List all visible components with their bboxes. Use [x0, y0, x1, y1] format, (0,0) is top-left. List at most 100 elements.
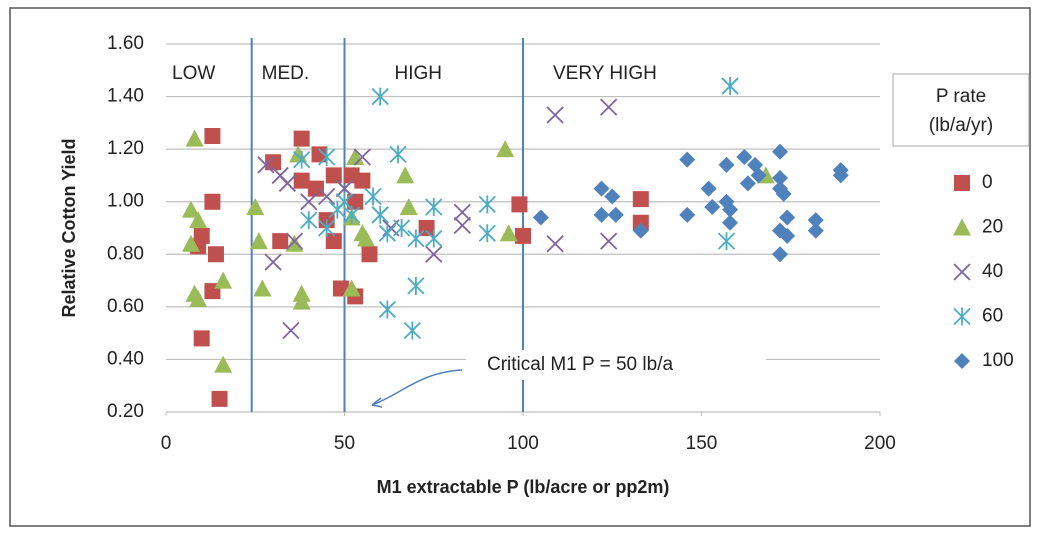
- x-axis-title: M1 extractable P (lb/acre or pp2m): [377, 477, 670, 497]
- annotation-arrow: [371, 369, 463, 406]
- data-point: [604, 188, 621, 205]
- data-point: [453, 203, 471, 221]
- annotation: Critical M1 P = 50 lb/a: [487, 354, 673, 375]
- data-point: [185, 129, 204, 147]
- data-point: [253, 279, 272, 297]
- data-point: [246, 197, 265, 215]
- data-point: [249, 232, 268, 250]
- data-point: [425, 197, 443, 216]
- data-point: [679, 206, 696, 223]
- data-point: [546, 106, 564, 124]
- y-tick-label: 1.20: [107, 138, 144, 159]
- x-tick-label: 50: [334, 433, 355, 454]
- chart-frame: [9, 7, 1031, 527]
- data-point: [739, 175, 756, 192]
- y-axis-title: Relative Cotton Yield: [59, 138, 79, 317]
- data-point: [593, 206, 610, 223]
- data-point: [325, 167, 342, 184]
- data-point: [328, 200, 346, 219]
- data-point: [378, 300, 396, 319]
- data-point: [399, 197, 418, 215]
- legend-title: (lb/a/yr): [929, 115, 993, 136]
- data-point: [353, 148, 371, 166]
- data-point: [181, 234, 200, 252]
- data-point: [311, 146, 328, 163]
- data-point: [403, 321, 421, 340]
- y-tick-label: 0.40: [107, 348, 144, 369]
- data-point: [700, 180, 717, 197]
- data-point: [211, 390, 228, 407]
- data-point: [478, 195, 496, 214]
- data-point: [325, 233, 342, 250]
- data-point: [204, 193, 221, 210]
- data-point: [832, 167, 849, 184]
- data-point: [425, 229, 443, 248]
- data-point: [278, 174, 297, 192]
- data-point: [300, 193, 318, 211]
- y-tick-label: 1.00: [107, 191, 144, 212]
- data-point: [496, 140, 515, 158]
- data-point: [407, 276, 425, 295]
- annotation-bg: [466, 350, 766, 380]
- data-point: [272, 233, 289, 250]
- annotation-arrowhead: [371, 397, 383, 408]
- data-point: [718, 156, 735, 173]
- data-point: [318, 148, 336, 167]
- y-tick-label: 1.40: [107, 86, 144, 107]
- legend-label: 40: [982, 261, 1003, 282]
- data-point: [679, 151, 696, 168]
- data-point: [532, 209, 549, 226]
- legend-label: 60: [982, 306, 1003, 327]
- data-point: [361, 246, 378, 263]
- legend-label: 0: [982, 172, 993, 193]
- data-point: [407, 229, 425, 248]
- legend-marker: [953, 307, 971, 326]
- data-point: [722, 214, 739, 231]
- x-tick-label: 0: [161, 433, 172, 454]
- zone-label: HIGH: [395, 63, 443, 84]
- data-point: [607, 206, 624, 223]
- data-point: [499, 224, 518, 242]
- data-point: [511, 196, 528, 213]
- data-point: [318, 187, 336, 206]
- y-tick-label: 1.60: [107, 33, 144, 54]
- x-tick-label: 100: [507, 433, 539, 454]
- data-point: [478, 224, 496, 243]
- data-point: [593, 180, 610, 197]
- data-point: [282, 321, 300, 340]
- data-point: [343, 205, 361, 224]
- data-point: [772, 246, 789, 263]
- data-point: [704, 198, 721, 215]
- data-point: [318, 219, 336, 237]
- data-point: [207, 246, 224, 263]
- data-point: [181, 200, 200, 218]
- data-point: [425, 245, 443, 263]
- data-point: [389, 145, 407, 164]
- x-tick-label: 150: [686, 433, 718, 454]
- legend-box: [892, 73, 1030, 147]
- data-point: [717, 232, 736, 251]
- data-point: [257, 156, 275, 174]
- x-tick-label: 200: [864, 433, 896, 454]
- data-point: [378, 224, 396, 243]
- legend-marker: [954, 353, 970, 369]
- data-point: [347, 193, 364, 210]
- y-tick-label: 0.80: [107, 243, 144, 264]
- data-point: [750, 167, 767, 184]
- data-point: [722, 201, 739, 218]
- data-point: [307, 180, 324, 197]
- data-point: [600, 232, 618, 250]
- data-point: [515, 227, 531, 244]
- data-point: [354, 172, 371, 189]
- data-point: [300, 211, 318, 230]
- zone-label: VERY HIGH: [553, 63, 657, 84]
- y-tick-label: 0.60: [107, 296, 144, 317]
- data-point: [204, 128, 221, 144]
- data-point: [364, 187, 382, 206]
- data-point: [807, 212, 824, 229]
- data-point: [264, 253, 282, 271]
- legend-marker: [953, 218, 971, 236]
- zone-label: LOW: [172, 63, 215, 84]
- data-point: [736, 149, 753, 166]
